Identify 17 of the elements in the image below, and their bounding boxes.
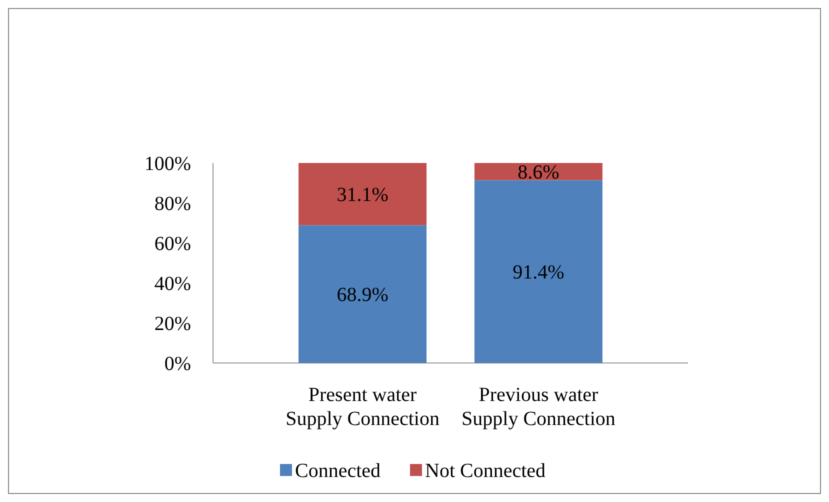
bar xyxy=(474,180,602,363)
legend-label: Not Connected xyxy=(425,460,546,482)
bar xyxy=(298,225,427,363)
data-label: 8.6% xyxy=(518,162,560,184)
x-tick-label: Present water Supply Connection xyxy=(286,384,440,430)
y-tick-label: 20% xyxy=(154,313,191,335)
y-tick-label: 80% xyxy=(154,193,191,215)
bar xyxy=(298,163,427,226)
y-tick-label: 40% xyxy=(154,273,191,295)
legend-label: Connected xyxy=(295,460,381,482)
y-tick-label: 60% xyxy=(154,233,191,255)
y-tick-label: 0% xyxy=(164,353,191,375)
y-tick-label: 100% xyxy=(144,153,191,175)
x-tick-label: Previous water Supply Connection xyxy=(462,384,616,430)
data-label: 91.4% xyxy=(512,262,564,284)
data-label: 31.1% xyxy=(336,184,388,206)
data-label: 68.9% xyxy=(336,284,388,306)
